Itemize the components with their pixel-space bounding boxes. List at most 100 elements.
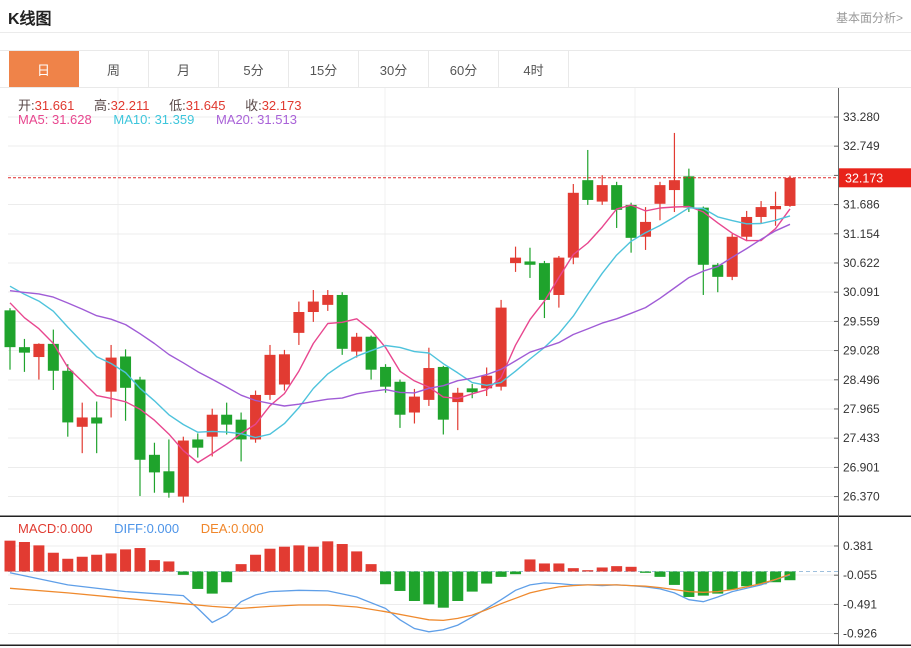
candle-body: [524, 261, 536, 265]
price-axis-label: 28.496: [843, 373, 880, 387]
macd-histogram-bar: [365, 564, 377, 572]
macd-histogram-bar: [62, 558, 74, 572]
macd-histogram-bar: [495, 571, 507, 577]
macd-histogram-bar: [408, 571, 420, 601]
tab-60min[interactable]: 60分: [429, 51, 499, 87]
candle-body: [654, 185, 666, 204]
price-axis-label: 32.749: [843, 139, 880, 153]
macd-histogram-bar: [596, 567, 608, 572]
candle-body: [365, 336, 377, 370]
macd-histogram-bar: [336, 544, 348, 572]
macd-histogram-bar: [221, 571, 233, 583]
tab-5min[interactable]: 5分: [219, 51, 289, 87]
macd-histogram-bar: [250, 554, 262, 572]
ma10-value: MA10: 31.359: [113, 112, 195, 127]
macd-histogram-bar: [697, 571, 709, 596]
macd-histogram-bar: [668, 571, 680, 585]
macd-histogram-bar: [351, 551, 363, 572]
macd-histogram-bar: [192, 571, 204, 589]
macd-histogram-bar: [76, 556, 88, 572]
candle-body: [62, 370, 74, 423]
macd-axis-label: -0.926: [843, 627, 877, 641]
candle-body: [351, 336, 363, 352]
macd-histogram-bar: [134, 548, 146, 572]
price-axis-label: 29.028: [843, 344, 880, 358]
price-axis-label: 26.901: [843, 460, 880, 474]
candle-body: [408, 396, 420, 413]
macd-histogram-bar: [4, 540, 16, 572]
ohlc-info-row: 开:31.661 高:32.211 低:31.645 收:32.173: [18, 95, 317, 114]
candle-body: [76, 417, 88, 427]
candle-body: [134, 379, 146, 460]
macd-histogram-bar: [755, 571, 767, 585]
fundamental-analysis-link[interactable]: 基本面分析>: [835, 11, 903, 25]
tab-day[interactable]: 日: [9, 51, 79, 87]
candle-body: [611, 185, 623, 210]
price-axis-label: 33.280: [843, 110, 880, 124]
open-label: 开:: [18, 98, 35, 113]
macd-histogram-bar: [307, 546, 319, 572]
macd-histogram-bar: [784, 571, 796, 581]
dea-value: DEA:0.000: [200, 521, 264, 536]
candle-body: [91, 417, 103, 424]
ma-info-row: MA5: 31.628 MA10: 31.359 MA20: 31.513: [18, 112, 297, 127]
price-axis-label: 27.433: [843, 431, 880, 445]
candle-body: [423, 368, 435, 400]
ma5-value: MA5: 31.628: [18, 112, 92, 127]
candle-body: [33, 343, 45, 358]
candle-body: [250, 394, 262, 440]
candle-body: [741, 216, 753, 237]
candle-body: [683, 176, 695, 208]
current-price-badge-label: 32.173: [845, 171, 883, 185]
macd-histogram-bar: [163, 561, 175, 572]
candle-body: [596, 185, 608, 202]
tab-15min[interactable]: 15分: [289, 51, 359, 87]
macd-histogram-bar: [437, 571, 449, 608]
macd-histogram-bar: [452, 571, 464, 601]
macd-histogram-bar: [538, 563, 550, 572]
macd-histogram-bar: [770, 571, 782, 583]
macd-histogram-bar: [726, 571, 738, 590]
macd-histogram-bar: [683, 571, 695, 597]
price-axis-label: 27.965: [843, 402, 880, 416]
macd-histogram-bar: [206, 571, 218, 594]
macd-value: MACD:0.000: [18, 521, 93, 536]
candle-body: [697, 207, 709, 265]
candle-body: [163, 471, 175, 493]
candle-body: [437, 366, 449, 420]
tab-30min[interactable]: 30分: [359, 51, 429, 87]
high-label: 高:: [94, 98, 111, 113]
tab-week[interactable]: 周: [79, 51, 149, 87]
price-axis-label: 30.622: [843, 256, 880, 270]
candle-body: [206, 414, 218, 437]
candle-body: [784, 177, 796, 206]
ma10-line: [9, 207, 791, 439]
macd-axis-label: 0.381: [843, 539, 873, 553]
macd-histogram-bar: [120, 549, 132, 572]
ma5-line: [9, 204, 791, 464]
macd-histogram-bar: [567, 568, 579, 572]
macd-axis-label: -0.055: [843, 568, 877, 582]
tab-month[interactable]: 月: [149, 51, 219, 87]
macd-histogram-bar: [33, 545, 45, 572]
title-divider: [0, 32, 911, 33]
macd-histogram-bar: [423, 571, 435, 605]
candle-body: [278, 354, 290, 385]
candle-body: [538, 263, 550, 300]
macd-histogram-bar: [148, 560, 160, 572]
candle-body: [582, 180, 594, 200]
candle-body: [712, 264, 724, 277]
macd-histogram-bar: [91, 554, 103, 572]
price-axis-label: 26.370: [843, 490, 880, 504]
candle-body: [4, 310, 16, 348]
candle-body: [394, 381, 406, 415]
macd-histogram-bar: [640, 571, 652, 573]
macd-histogram-bar: [322, 541, 334, 572]
dea-line: [9, 573, 791, 622]
macd-histogram-bar: [278, 546, 290, 572]
candle-body: [105, 357, 117, 392]
tab-4hour[interactable]: 4时: [499, 51, 569, 87]
candle-body: [640, 221, 652, 237]
